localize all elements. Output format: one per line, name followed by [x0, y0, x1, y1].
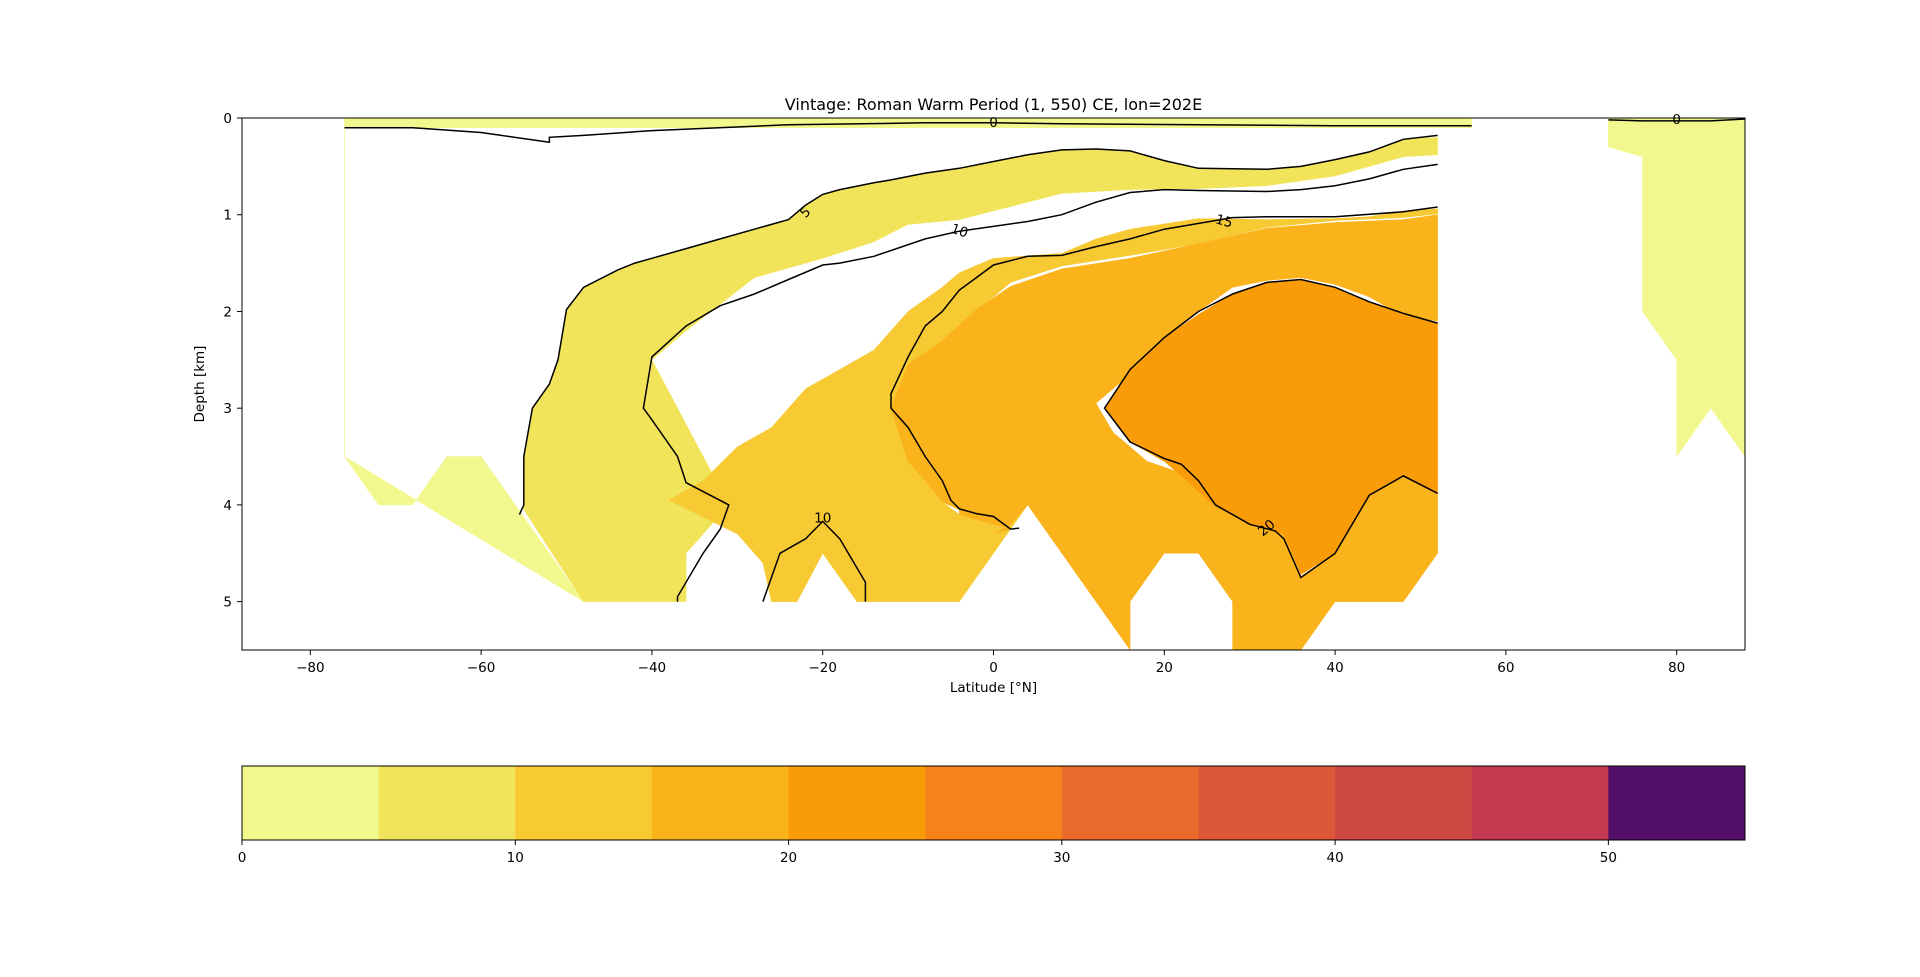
contour-line-10: [642, 163, 1438, 602]
colorbar-tick-label: 40: [1326, 850, 1343, 866]
contour-line-10: [762, 520, 867, 602]
colorbar-tick-label: 0: [238, 850, 247, 866]
y-tick-label: 0: [223, 111, 232, 127]
colorbar-cell: [788, 766, 926, 840]
x-axis-title: Latitude [°N]: [950, 680, 1037, 696]
contour-label: 10: [949, 221, 971, 242]
contour-line-0: [1608, 118, 1746, 122]
y-tick-label: 5: [223, 595, 232, 611]
contour-label: 10: [814, 510, 831, 526]
colorbar-cell: [1471, 766, 1609, 840]
contour-label-text: 15: [1214, 212, 1235, 232]
colorbar-tick-label: 10: [507, 850, 524, 866]
colorbar-cell: [1198, 766, 1336, 840]
colorbar-cell: [1061, 766, 1199, 840]
contour-line-5: [518, 134, 1438, 515]
colorbar-cell: [242, 766, 380, 840]
x-tick-label: 40: [1326, 660, 1343, 676]
colorbar-cell: [1335, 766, 1473, 840]
colorbar-cell: [651, 766, 790, 840]
contour-label-text: 10: [949, 221, 971, 242]
y-tick-label: 3: [223, 401, 232, 417]
y-tick-label: 4: [223, 498, 232, 514]
x-tick-label: −60: [467, 660, 496, 676]
y-tick-label: 2: [223, 304, 232, 320]
contour-label-text: 0: [1672, 112, 1681, 128]
y-axis: 0 1 2 3 4 5: [223, 111, 242, 611]
x-tick-label: −40: [638, 660, 667, 676]
colorbar-cell: [925, 766, 1063, 840]
colorbar: 0 10 20 30 40 50: [238, 765, 1746, 866]
contour-label: 15: [1214, 212, 1235, 232]
x-axis: −80 −60 −40 −20 0 20 40 60 80: [296, 650, 1685, 676]
contour-fill-0-5: [344, 117, 1472, 602]
x-tick-label: 0: [989, 660, 998, 676]
x-tick-label: −20: [808, 660, 837, 676]
contour-line-15: [890, 206, 1438, 530]
y-axis-title: Depth [km]: [192, 346, 208, 423]
colorbar-tick-label: 30: [1053, 850, 1070, 866]
contour-lines: [344, 118, 1746, 602]
colorbar-cells: [242, 766, 1746, 840]
x-tick-label: −80: [296, 660, 325, 676]
contour-line-20: [1103, 278, 1438, 579]
contour-label-text: 0: [989, 115, 998, 131]
colorbar-ticks: 0 10 20 30 40 50: [238, 840, 1617, 866]
x-tick-label: 60: [1497, 660, 1514, 676]
colorbar-frame: [241, 765, 1746, 841]
colorbar-cell: [1608, 766, 1746, 840]
y-tick-label: 1: [223, 208, 232, 224]
contour-label: 0: [1672, 112, 1681, 128]
contour-label-text: 10: [814, 510, 831, 526]
chart-title: Vintage: Roman Warm Period (1, 550) CE, …: [785, 95, 1202, 114]
contour-label: 0: [989, 115, 998, 131]
x-tick-label: 20: [1156, 660, 1173, 676]
colorbar-cell: [378, 766, 516, 840]
colorbar-tick-label: 20: [780, 850, 797, 866]
contour-line-0: [344, 122, 1472, 144]
colorbar-tick-label: 50: [1600, 850, 1617, 866]
contour-label: 5: [797, 204, 814, 221]
contour-fill-10-15: [668, 208, 1438, 602]
x-tick-label: 80: [1668, 660, 1685, 676]
colorbar-cell: [515, 766, 653, 840]
